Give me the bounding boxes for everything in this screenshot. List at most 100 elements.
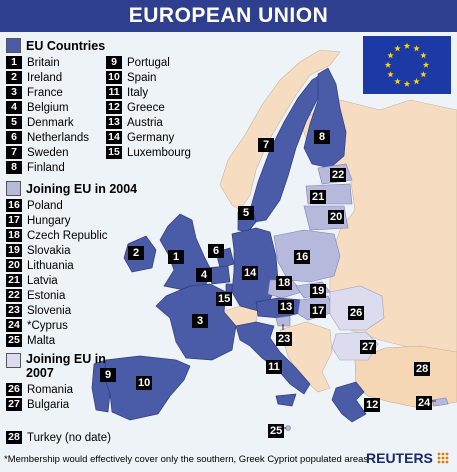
legend-heading-eu: EU Countries [6, 38, 196, 53]
legend-joining-2004: Joining EU in 2004 16 Poland 17 Hungary 18 Cz… [6, 181, 156, 348]
reuters-logo: REUTERS [366, 450, 450, 466]
italy [235, 321, 311, 395]
legend-item: 12 Greece [106, 100, 191, 115]
legend-country-name: Germany [127, 131, 175, 144]
legend-country-name: Estonia [27, 289, 66, 302]
flag-star-icon [413, 45, 420, 52]
map-label-11: 11 [266, 360, 282, 374]
map-label-4: 4 [196, 268, 212, 282]
legend-item: 3 France [6, 85, 106, 100]
flag-star-icon [384, 61, 392, 68]
flag-star-icon [403, 42, 411, 49]
legend-country-name: Britain [27, 56, 60, 69]
legend-country-name: Latvia [27, 274, 58, 287]
legend-eu-columns: 1 Britain 2 Ireland 3 France 4 Belgium 5 Denmark 6… [6, 55, 196, 175]
legend-number: 1 [6, 56, 22, 69]
legend-item: 21 Latvia [6, 273, 156, 288]
legend-number: 23 [6, 304, 22, 317]
map-label-24: 24 [416, 396, 433, 410]
legend-item: 25 Malta [6, 333, 156, 348]
legend-eu-col1: 1 Britain 2 Ireland 3 France 4 Belgium 5 Denmark 6… [6, 55, 106, 175]
map-label-5: 5 [238, 206, 254, 220]
legend-country-name: Bulgaria [27, 398, 70, 411]
legend-number: 15 [106, 146, 122, 159]
legend-2007-list: 26 Romania 27 Bulgaria [6, 382, 106, 412]
legend-number: 20 [6, 259, 22, 272]
legend-country-name: Portugal [127, 56, 170, 69]
legend-number: 16 [6, 199, 22, 212]
legend-country-name: Malta [27, 334, 56, 347]
legend-turkey: 28 Turkey (no date) [6, 430, 111, 445]
legend-country-name: Lithuania [27, 259, 74, 272]
legend-item: 13 Austria [106, 115, 191, 130]
map-label-7: 7 [258, 138, 274, 152]
legend-item: 7 Sweden [6, 145, 106, 160]
swatch-2004 [6, 181, 21, 196]
legend-eu-col2: 9 Portugal 10 Spain 11 Italy 12 Greece 13 Austria… [106, 55, 191, 175]
map-label-3: 3 [192, 314, 208, 328]
legend-number: 8 [6, 161, 22, 174]
legend-country-name: Belgium [27, 101, 69, 114]
sicily [275, 393, 297, 407]
legend-country-name: Netherlands [27, 131, 90, 144]
legend-item: 20 Lithuania [6, 258, 156, 273]
legend-eu-countries: EU Countries 1 Britain 2 Ireland 3 France 4 Bel… [6, 38, 196, 175]
flag-star-icon [394, 45, 401, 52]
legend-item: 17 Hungary [6, 213, 156, 228]
legend-item: 27 Bulgaria [6, 397, 106, 412]
cyprus [431, 397, 449, 407]
legend-item: 11 Italy [106, 85, 191, 100]
legend-item: 1 Britain [6, 55, 106, 70]
legend-number: 26 [6, 383, 22, 396]
legend-country-name: Slovenia [27, 304, 72, 317]
legend-item: 19 Slovakia [6, 243, 156, 258]
map-label-16: 16 [294, 250, 311, 264]
greece [331, 381, 367, 423]
legend-country-name: Ireland [27, 71, 63, 84]
legend-number: 7 [6, 146, 22, 159]
legend-number: 11 [106, 86, 122, 99]
map-label-15: 15 [216, 292, 233, 306]
legend-country-name: Romania [27, 383, 74, 396]
swatch-eu [6, 38, 21, 53]
legend-item: 5 Denmark [6, 115, 106, 130]
legend-item: 16 Poland [6, 198, 156, 213]
title-bar: EUROPEAN UNION [0, 0, 457, 32]
legend-number: 9 [106, 56, 122, 69]
legend-item: 14 Germany [106, 130, 191, 145]
page-title: EUROPEAN UNION [128, 4, 329, 27]
reuters-dots-icon [437, 452, 449, 464]
legend-number: 10 [106, 71, 122, 84]
legend-country-name: Poland [27, 199, 63, 212]
legend-item-turkey: 28 Turkey (no date) [6, 430, 111, 445]
legend-number: 6 [6, 131, 22, 144]
flag-star-icon [403, 80, 411, 87]
slovenia [275, 315, 291, 327]
legend-country-name: Sweden [27, 146, 69, 159]
legend-number: 27 [6, 398, 22, 411]
legend-number: 18 [6, 229, 22, 242]
legend-number: 13 [106, 116, 122, 129]
legend-item: 6 Netherlands [6, 130, 106, 145]
legend-country-name: Czech Republic [27, 229, 108, 242]
legend-country-name: Hungary [27, 214, 71, 227]
legend-item: 23 Slovenia [6, 303, 156, 318]
legend-item: 24 *Cyprus [6, 318, 156, 333]
legend-item: 4 Belgium [6, 100, 106, 115]
flag-star-icon [422, 61, 430, 68]
map-label-6: 6 [208, 244, 224, 258]
map-label-22: 22 [330, 168, 347, 182]
map-label-14: 14 [242, 266, 259, 280]
legend-number: 3 [6, 86, 22, 99]
legend-item: 15 Luxembourg [106, 145, 191, 160]
legend-item: 26 Romania [6, 382, 106, 397]
flag-stars [384, 42, 430, 87]
legend-item: 10 Spain [106, 70, 191, 85]
map-label-10: 10 [136, 376, 153, 390]
flag-star-icon [387, 71, 394, 78]
legend-country-name: Luxembourg [127, 146, 191, 159]
legend-country-name: Italy [127, 86, 149, 99]
legend-item: 8 Finland [6, 160, 106, 175]
legend-item: 22 Estonia [6, 288, 156, 303]
